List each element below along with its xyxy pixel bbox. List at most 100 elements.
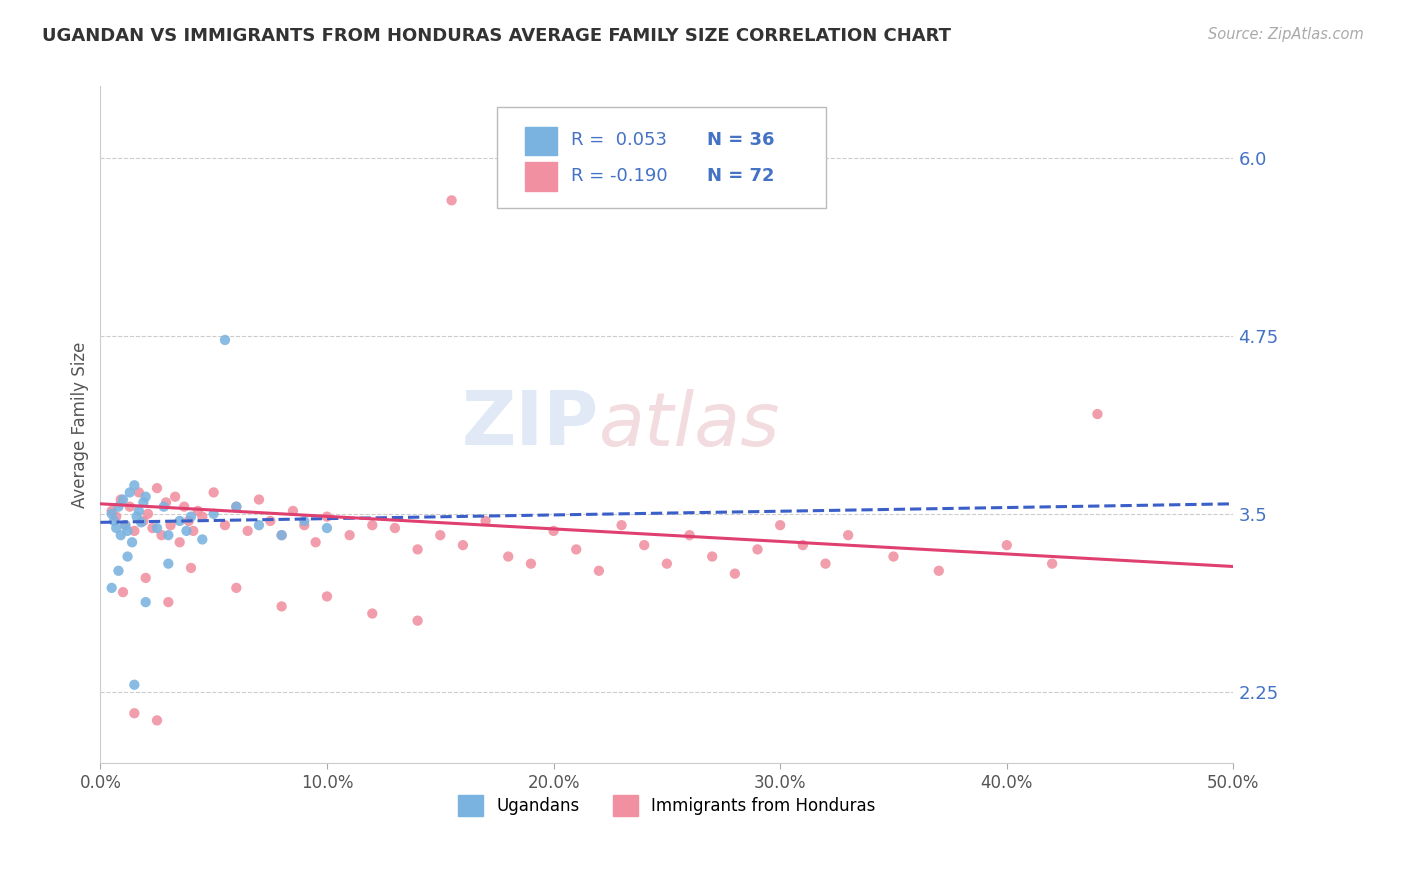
Point: [451, 538, 474, 552]
Point: [496, 549, 519, 564]
Point: [155, 495, 177, 509]
Bar: [526, 162, 557, 191]
Point: [111, 492, 134, 507]
Point: [135, 595, 157, 609]
Point: [747, 542, 769, 557]
Point: [124, 678, 146, 692]
Point: [180, 509, 202, 524]
Point: [543, 524, 565, 538]
Point: [292, 518, 315, 533]
Point: [128, 504, 150, 518]
Point: [361, 518, 384, 533]
Point: [103, 514, 125, 528]
Point: [882, 549, 904, 564]
Point: [118, 485, 141, 500]
Point: [135, 571, 157, 585]
Point: [281, 504, 304, 518]
Point: [247, 518, 270, 533]
Point: [132, 514, 155, 528]
Point: [165, 490, 187, 504]
Text: R =  0.053: R = 0.053: [571, 131, 666, 149]
Point: [159, 518, 181, 533]
Point: [474, 514, 496, 528]
Bar: [526, 127, 557, 155]
Point: [724, 566, 747, 581]
Point: [214, 333, 236, 347]
Point: [128, 485, 150, 500]
Point: [100, 504, 122, 518]
Point: [247, 492, 270, 507]
Point: [225, 500, 247, 514]
Point: [169, 535, 191, 549]
Text: atlas: atlas: [599, 389, 780, 461]
Point: [769, 518, 792, 533]
Point: [633, 538, 655, 552]
Point: [169, 514, 191, 528]
Point: [304, 535, 326, 549]
Point: [440, 194, 463, 208]
Point: [176, 524, 198, 538]
Point: [406, 614, 429, 628]
Point: [1040, 557, 1063, 571]
Point: [792, 538, 814, 552]
Point: [110, 492, 132, 507]
Legend: Ugandans, Immigrants from Honduras: Ugandans, Immigrants from Honduras: [451, 789, 883, 822]
Point: [157, 595, 180, 609]
Point: [837, 528, 859, 542]
Point: [191, 509, 214, 524]
Point: [316, 509, 339, 524]
Point: [132, 495, 155, 509]
Point: [995, 538, 1018, 552]
Point: [236, 524, 259, 538]
Point: [150, 528, 173, 542]
Point: [214, 518, 236, 533]
Point: [361, 607, 384, 621]
Point: [121, 535, 143, 549]
Text: UGANDAN VS IMMIGRANTS FROM HONDURAS AVERAGE FAMILY SIZE CORRELATION CHART: UGANDAN VS IMMIGRANTS FROM HONDURAS AVER…: [42, 27, 952, 45]
Point: [157, 528, 180, 542]
Point: [129, 516, 152, 530]
Point: [270, 528, 292, 542]
Text: N = 36: N = 36: [707, 131, 775, 149]
Point: [107, 564, 129, 578]
Text: N = 72: N = 72: [707, 168, 775, 186]
Point: [105, 521, 128, 535]
Text: Source: ZipAtlas.com: Source: ZipAtlas.com: [1208, 27, 1364, 42]
Point: [655, 557, 678, 571]
Point: [181, 524, 204, 538]
Point: [429, 528, 451, 542]
Point: [141, 521, 163, 535]
Point: [316, 521, 339, 535]
Point: [928, 564, 950, 578]
Point: [678, 528, 700, 542]
Point: [187, 504, 209, 518]
Point: [105, 509, 128, 524]
Point: [180, 561, 202, 575]
Point: [270, 599, 292, 614]
Point: [125, 509, 148, 524]
Point: [202, 507, 225, 521]
Point: [146, 714, 169, 728]
Point: [135, 490, 157, 504]
Point: [292, 514, 315, 528]
Point: [384, 521, 406, 535]
Point: [107, 500, 129, 514]
Point: [225, 581, 247, 595]
Point: [100, 581, 122, 595]
Point: [146, 481, 169, 495]
Point: [1087, 407, 1109, 421]
Point: [520, 557, 543, 571]
Point: [339, 528, 361, 542]
Point: [610, 518, 633, 533]
Point: [100, 507, 122, 521]
Point: [588, 564, 610, 578]
Point: [202, 485, 225, 500]
Text: R = -0.190: R = -0.190: [571, 168, 668, 186]
Point: [173, 500, 195, 514]
Point: [124, 524, 146, 538]
Point: [259, 514, 281, 528]
Point: [406, 542, 429, 557]
Point: [270, 528, 292, 542]
Point: [114, 518, 136, 533]
Y-axis label: Average Family Size: Average Family Size: [72, 342, 89, 508]
